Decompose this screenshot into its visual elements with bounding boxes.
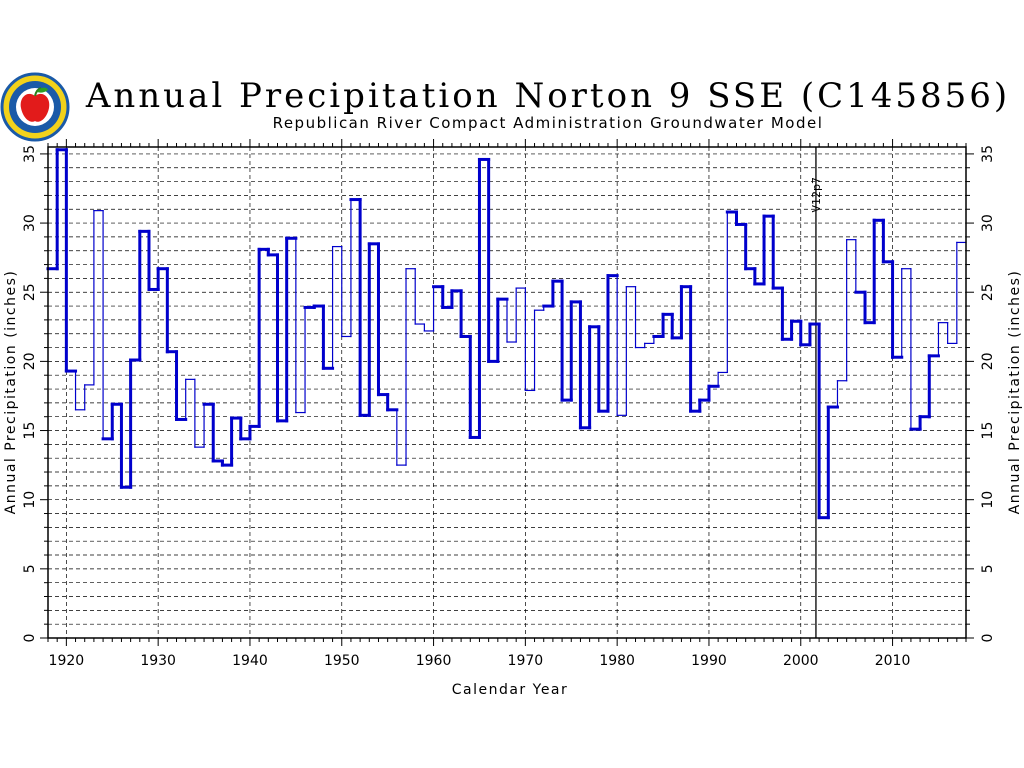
y-axis-label-left: Annual Precipitation (inches) [3,270,19,515]
y-tick-label-right: 10 [980,491,996,509]
y-tick-label-left: 25 [22,283,38,301]
axis-ticks [40,139,974,646]
apple-seal-logo [0,72,70,142]
axis-tick-labels: 1920 1930 1940 1950 1960 1970 1980 1990 2000 2010… [22,145,996,669]
y-tick-label-right: 35 [980,145,996,163]
x-tick-label: 1990 [691,653,727,669]
annotation-v12p7: V12p7 [810,147,823,638]
x-tick-label: 2000 [783,653,819,669]
chart-subtitle: Republican River Compact Administration … [273,114,824,132]
annotation-label: V12p7 [810,177,823,213]
precipitation-series [46,148,967,520]
y-axis-label-right: Annual Precipitation (inches) [1007,270,1023,515]
x-tick-label: 1920 [49,653,85,669]
y-tick-label-left: 15 [22,422,38,440]
y-tick-label-right: 25 [980,283,996,301]
y-tick-label-left: 0 [22,634,38,643]
y-tick-label-left: 5 [22,564,38,573]
x-tick-label: 1970 [508,653,544,669]
chart-title: Annual Precipitation Norton 9 SSE (C1458… [85,76,1010,116]
x-tick-label: 1960 [416,653,452,669]
x-tick-label: 1940 [232,653,268,669]
x-tick-label: 1930 [140,653,176,669]
x-axis-label: Calendar Year [452,682,569,698]
y-tick-label-left: 10 [22,491,38,509]
x-tick-label: 1950 [324,653,360,669]
y-tick-label-right: 30 [980,214,996,232]
y-tick-label-right: 5 [980,564,996,573]
x-tick-label: 2010 [875,653,911,669]
y-tick-label-right: 15 [980,422,996,440]
y-tick-label-left: 30 [22,214,38,232]
y-tick-label-left: 20 [22,352,38,370]
y-tick-label-left: 35 [22,145,38,163]
x-tick-label: 1980 [599,653,635,669]
y-tick-label-right: 0 [980,634,996,643]
y-tick-label-right: 20 [980,352,996,370]
